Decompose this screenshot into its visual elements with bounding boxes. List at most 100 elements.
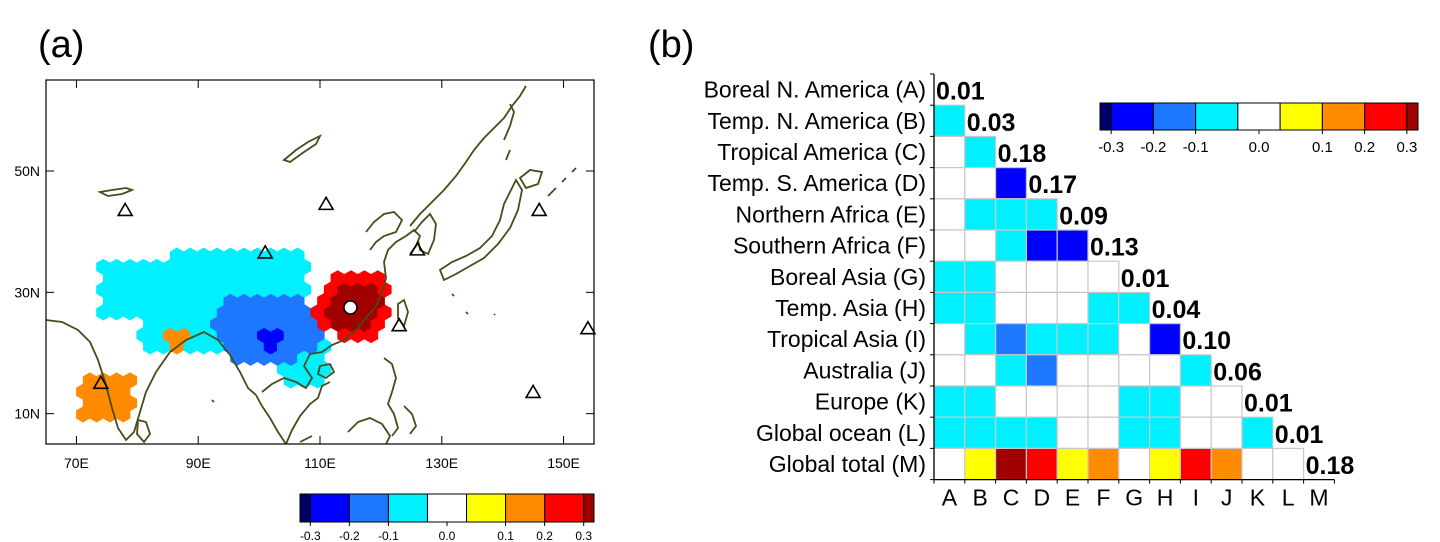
matrix-cell [933, 416, 966, 450]
matrix-column-label: C [1003, 485, 1020, 511]
matrix-cell [1148, 354, 1181, 387]
matrix-cell [1118, 385, 1151, 418]
map-cell [123, 372, 138, 389]
matrix-cell [1118, 416, 1151, 450]
matrix-cell [933, 229, 966, 262]
map-colorbar-tick-label: 0.0 [439, 529, 456, 542]
matrix-cell [1056, 291, 1089, 325]
matrix-cell [1087, 416, 1120, 450]
diagonal-value-label: 0.03 [967, 109, 1016, 137]
matrix-cell [994, 167, 1027, 200]
matrix-cell [1241, 416, 1274, 450]
diagonal-value-label: 0.13 [1090, 234, 1139, 262]
matrix-cell [1241, 447, 1274, 481]
coast-borneo [299, 417, 392, 445]
matrix-cell [1118, 354, 1151, 387]
station-triangle-marker [524, 383, 542, 399]
matrix-cell [1210, 447, 1243, 481]
matrix-cell [994, 354, 1027, 387]
coast-kuril [547, 167, 577, 197]
matrix-colorbar-swatch [1195, 102, 1239, 131]
matrix-cell [1179, 354, 1212, 387]
coast-japan [438, 178, 523, 282]
matrix-cell [1025, 447, 1058, 481]
matrix-cell [1087, 260, 1120, 294]
matrix-colorbar-tick-label: 0.0 [1249, 139, 1270, 156]
matrix-panel: Boreal N. America (A) Temp. N. America (B… [704, 73, 1419, 511]
map-colorbar-swatch [426, 493, 468, 523]
matrix-row-label: Tropical Asia (I) [767, 326, 926, 352]
matrix-cell [933, 354, 966, 387]
matrix-colorbar: -0.3 -0.2 -0.1 0.0 0.1 0.2 0.3 [1098, 102, 1419, 156]
matrix-colorbar-tick-label: 0.2 [1354, 139, 1375, 156]
matrix-colorbar-swatch [1110, 102, 1154, 131]
matrix-row-label: Europe (K) [815, 389, 926, 415]
matrix-cell [964, 291, 997, 325]
map-colorbar-tick-label: 0.3 [575, 529, 592, 542]
matrix-cell [1025, 354, 1058, 387]
diagonal-value-label: 0.01 [1244, 390, 1293, 418]
map-colorbar-tick-label: 0.1 [497, 529, 514, 542]
coast-hokkaido [518, 169, 544, 190]
map-colorbar-swatch [299, 493, 311, 523]
coast-bohai [365, 211, 404, 251]
coast-taiwan [397, 298, 409, 328]
matrix-column-label: K [1250, 485, 1266, 511]
diagonal-value-label: 0.01 [936, 78, 985, 106]
matrix-cell [1087, 323, 1120, 356]
matrix-column-label: I [1193, 485, 1199, 511]
map-x-tick-label: 110E [304, 455, 336, 471]
matrix-column-label: E [1065, 485, 1080, 511]
matrix-column-label: M [1309, 485, 1328, 511]
matrix-cell [964, 135, 997, 169]
matrix-cell [933, 447, 966, 481]
station-triangle-marker [390, 317, 408, 332]
matrix-column-label: H [1157, 485, 1174, 511]
matrix-row-label: Australia (J) [803, 357, 926, 383]
matrix-cells [933, 104, 1305, 481]
station-triangle-marker [409, 241, 426, 256]
matrix-cell [1118, 323, 1151, 356]
matrix-row-label: Temp. S. America (D) [707, 170, 926, 196]
map-y-tick-label: 50N [14, 163, 40, 179]
matrix-cell [1025, 323, 1058, 356]
matrix-cell [994, 447, 1027, 481]
map-y-tick-label: 30N [14, 284, 40, 300]
row-labels: Boreal N. America (A) Temp. N. America (B… [704, 77, 926, 477]
matrix-colorbar-swatch [1279, 102, 1323, 131]
island-dots [211, 293, 496, 403]
matrix-cell [1025, 385, 1058, 418]
coast-hainan [316, 362, 336, 380]
matrix-row-label: Tropical America (C) [717, 139, 926, 165]
map-colorbar-swatch [544, 493, 585, 523]
map-colorbar-swatch [583, 493, 595, 523]
matrix-column-label: F [1096, 485, 1110, 511]
matrix-cell [1087, 447, 1120, 481]
matrix-cell [1179, 447, 1212, 481]
matrix-colorbar-swatch [1321, 102, 1366, 131]
matrix-cell [1148, 416, 1181, 450]
matrix-cell [1056, 229, 1089, 262]
diagonal-value-label: 0.09 [1059, 202, 1108, 230]
matrix-column-label: G [1125, 485, 1143, 511]
diagonal-value-label: 0.01 [1275, 421, 1324, 449]
matrix-cell [1179, 385, 1212, 418]
matrix-colorbar-swatch [1099, 102, 1112, 131]
matrix-cell [1056, 385, 1089, 418]
matrix-cell [1056, 354, 1089, 387]
matrix-row-label: Global ocean (L) [756, 420, 926, 446]
map-colorbar-tick-label: -0.3 [300, 529, 321, 542]
matrix-row-label: Southern Africa (F) [733, 233, 926, 259]
map-frame: 70E 90E 110E 130E 150E 10N 30N 50N [14, 79, 595, 471]
station-triangle-marker [92, 374, 110, 390]
matrix-cell [1118, 447, 1151, 481]
map-colorbar-swatch [348, 493, 389, 523]
map-cells [76, 247, 392, 423]
matrix-cell [1025, 291, 1058, 325]
coastlines [45, 85, 577, 445]
coast-indochina [285, 381, 331, 445]
matrix-colorbar-swatch [1237, 102, 1281, 131]
matrix-cell [933, 260, 966, 294]
map-cell [290, 247, 305, 264]
matrix-cell [933, 385, 966, 418]
